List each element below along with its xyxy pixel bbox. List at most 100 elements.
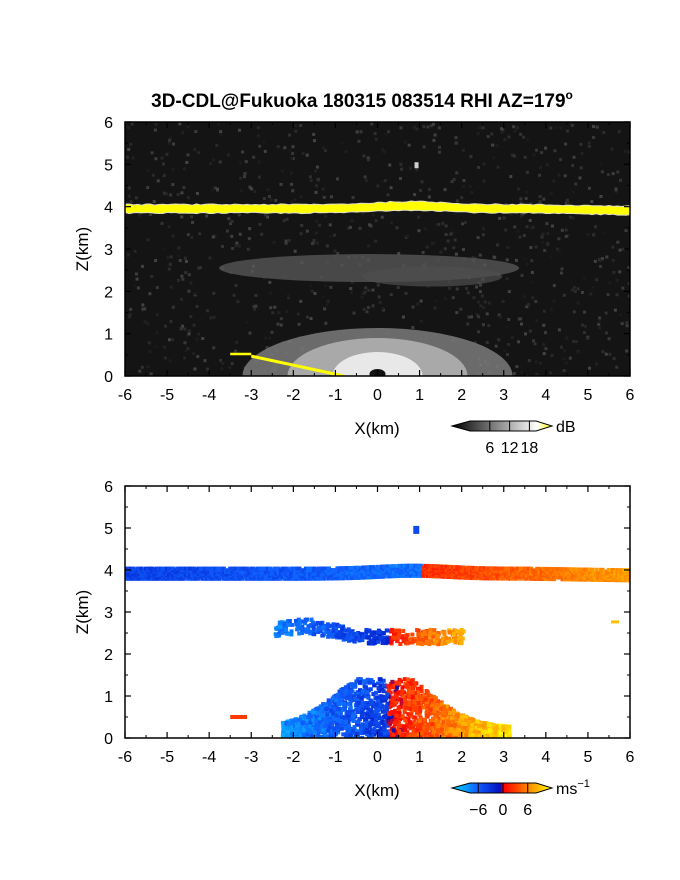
noise-speckle: [389, 186, 393, 190]
boundary-layer-velocity-cell: [294, 718, 299, 723]
cloud-velocity-cell: [348, 566, 353, 571]
cloud-velocity-cell: [362, 565, 367, 570]
noise-speckle: [143, 320, 147, 324]
boundary-layer-velocity-cell: [409, 681, 414, 686]
noise-speckle: [154, 122, 158, 126]
boundary-layer-velocity-cell: [351, 718, 356, 723]
cloud-velocity-cell: [451, 565, 456, 570]
noise-speckle: [238, 161, 242, 165]
mid-layer-velocity-cell: [321, 625, 326, 630]
noise-speckle: [462, 184, 466, 188]
noise-speckle: [544, 146, 548, 150]
noise-speckle: [248, 331, 252, 335]
boundary-layer-velocity-cell: [399, 701, 404, 706]
noise-speckle: [505, 325, 509, 329]
boundary-layer-velocity-cell: [353, 734, 358, 738]
noise-speckle: [423, 227, 427, 231]
boundary-layer-velocity-cell: [504, 731, 509, 736]
cloud-velocity-cell: [491, 566, 496, 571]
boundary-layer-velocity-cell: [435, 704, 440, 709]
noise-speckle: [269, 306, 273, 310]
cloud-velocity-cell: [510, 576, 515, 581]
noise-speckle: [557, 237, 561, 241]
boundary-layer-velocity-cell: [293, 731, 298, 736]
mid-layer-velocity-cell: [440, 641, 445, 646]
mid-layer-velocity-cell: [372, 634, 377, 639]
cloud-velocity-cell: [297, 566, 302, 571]
cloud-velocity-cell: [268, 569, 273, 574]
cloud-velocity-cell: [215, 566, 220, 571]
cloud-velocity-cell: [383, 564, 388, 569]
cloud-velocity-cell: [236, 566, 241, 571]
cloud-velocity-cell: [192, 566, 197, 571]
noise-speckle: [549, 371, 553, 375]
mid-layer-velocity-cell: [373, 630, 378, 635]
noise-speckle: [452, 246, 456, 250]
noise-speckle: [454, 252, 458, 256]
boundary-layer-velocity-cell: [357, 717, 362, 722]
noise-speckle: [467, 315, 471, 319]
cloud-velocity-cell: [171, 566, 176, 571]
cloud-velocity-cell: [497, 566, 502, 571]
cloud-velocity-cell: [295, 573, 300, 578]
cloud-velocity-cell: [558, 572, 563, 577]
boundary-layer-velocity-cell: [396, 732, 401, 737]
boundary-layer-velocity-cell: [425, 723, 430, 728]
noise-speckle: [455, 199, 459, 203]
noise-speckle: [290, 182, 294, 186]
cloud-velocity-cell: [232, 570, 237, 574]
mid-layer-velocity-cell: [385, 636, 390, 641]
cloud-velocity-cell: [343, 566, 348, 571]
noise-speckle: [160, 156, 164, 160]
boundary-layer-velocity-cell: [409, 712, 414, 717]
mid-layer-velocity-cell: [407, 637, 412, 642]
noise-speckle: [312, 238, 316, 242]
cloud-velocity-cell: [512, 568, 517, 573]
noise-speckle: [557, 173, 561, 177]
noise-speckle: [407, 143, 411, 147]
noise-speckle: [264, 213, 268, 217]
cloud-velocity-cell: [150, 566, 155, 571]
noise-speckle: [565, 336, 569, 340]
mid-layer-velocity-cell: [368, 638, 373, 643]
cloud-velocity-cell: [303, 571, 308, 576]
cloud-velocity-cell: [457, 565, 462, 570]
backscatter-x-tick-label: 2: [457, 387, 466, 404]
noise-speckle: [279, 317, 283, 321]
noise-speckle: [277, 311, 281, 315]
boundary-layer-velocity-cell: [334, 713, 339, 718]
noise-speckle: [401, 315, 405, 319]
boundary-layer-velocity-cell: [354, 679, 359, 684]
cloud-velocity-cell: [531, 568, 536, 573]
boundary-layer-velocity-cell: [338, 712, 343, 717]
boundary-layer-velocity-cell: [365, 690, 370, 695]
cloud-velocity-cell: [200, 566, 205, 571]
noise-speckle: [543, 248, 547, 252]
noise-speckle: [192, 352, 196, 356]
noise-speckle: [236, 350, 240, 354]
cloud-velocity-cell: [375, 564, 380, 569]
noise-speckle: [293, 198, 297, 202]
noise-speckle: [150, 151, 154, 155]
boundary-layer-velocity-cell: [338, 723, 343, 728]
boundary-layer-velocity-cell: [365, 732, 370, 737]
mid-layer-velocity-cell: [454, 628, 459, 633]
cloud-velocity-cell: [608, 567, 613, 572]
noise-speckle: [279, 323, 283, 327]
noise-speckle: [576, 350, 580, 354]
boundary-layer-velocity-cell: [452, 726, 457, 731]
noise-speckle: [473, 341, 477, 345]
noise-speckle: [195, 305, 199, 309]
boundary-layer-velocity-cell: [368, 698, 373, 703]
noise-speckle: [206, 309, 210, 313]
cloud-velocity-cell: [432, 564, 437, 569]
noise-speckle: [321, 187, 325, 191]
boundary-layer-velocity-cell: [386, 683, 391, 688]
boundary-layer-velocity-cell: [483, 729, 488, 734]
boundary-layer-velocity-cell: [368, 722, 373, 727]
cloud-velocity-cell: [442, 564, 447, 569]
noise-speckle: [314, 231, 318, 235]
boundary-layer-velocity-cell: [397, 723, 402, 728]
boundary-layer-velocity-cell: [374, 706, 379, 711]
boundary-layer-velocity-cell: [310, 729, 315, 734]
